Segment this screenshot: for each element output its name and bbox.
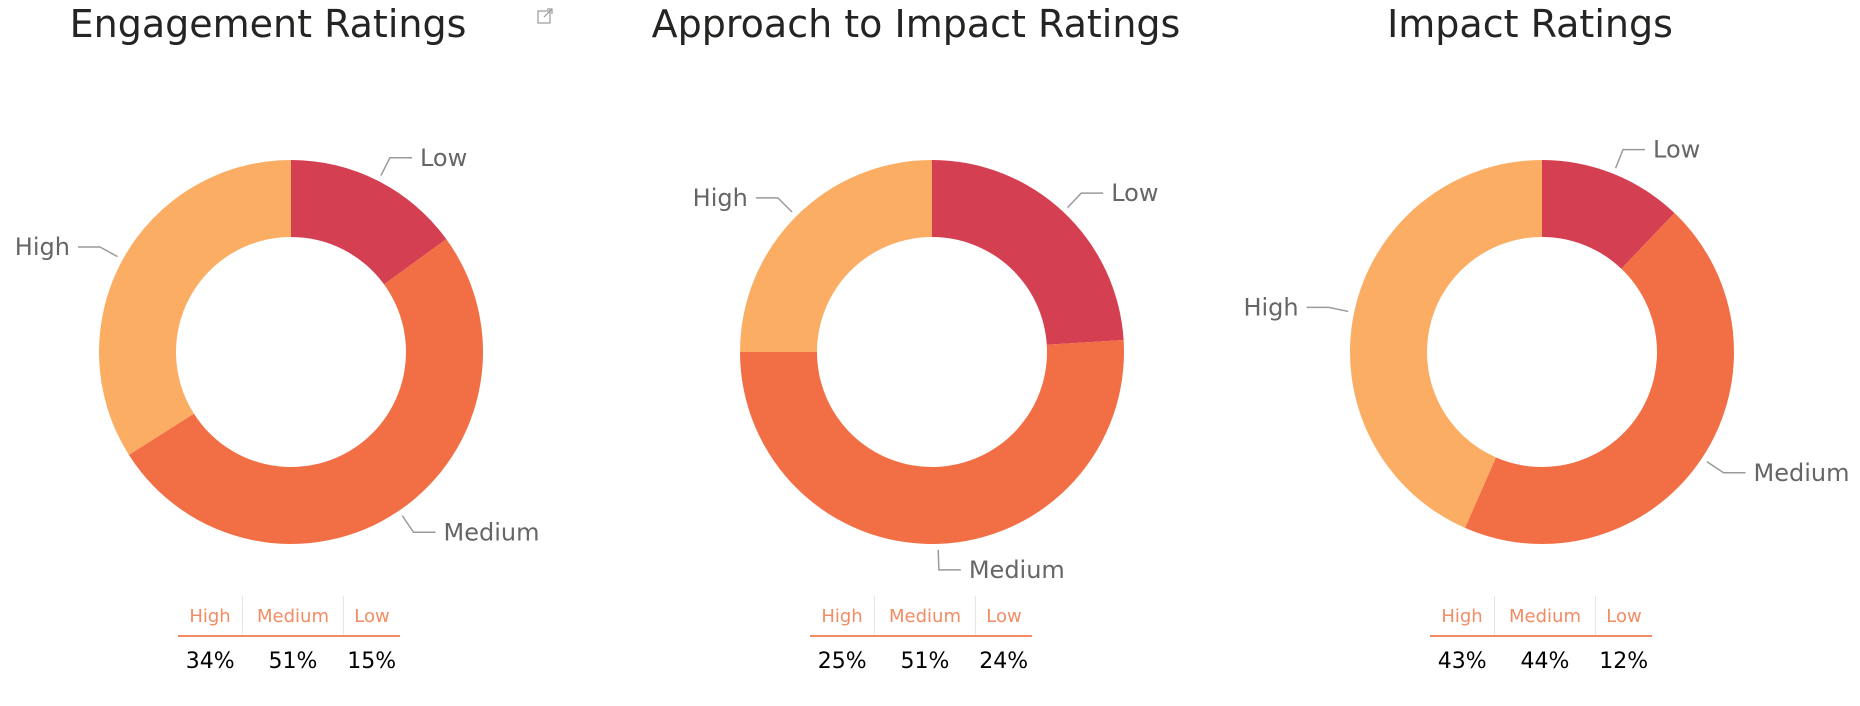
chart-panel-approach: Approach to Impact Ratings Low Medium High… (620, 0, 1220, 706)
slice-label-high: High (1243, 293, 1298, 321)
slice-label-low: Low (1111, 179, 1158, 207)
slice-high[interactable] (99, 160, 292, 455)
chart-panel-impact: Impact Ratings Low Medium High High Medium… (1240, 0, 1860, 706)
leader-line-medium (937, 549, 961, 571)
leader-line-high (755, 197, 793, 213)
slice-low[interactable] (1542, 160, 1675, 269)
slice-medium[interactable] (128, 239, 483, 544)
summary-table: High Medium Low 34% 51% 15% (178, 596, 400, 674)
table-header-high: High (810, 596, 875, 637)
slice-low[interactable] (291, 160, 447, 285)
table-value-medium: 44% (1520, 649, 1570, 674)
slice-label-medium: Medium (1754, 459, 1850, 487)
summary-table: High Medium Low 25% 51% 24% (810, 596, 1032, 674)
table-value-low: 12% (1599, 649, 1649, 674)
slice-label-medium: Medium (969, 556, 1065, 584)
table-header-medium: Medium (874, 596, 976, 637)
leader-line-low (380, 157, 412, 176)
slice-medium[interactable] (740, 339, 1124, 544)
leader-line-high (1306, 306, 1349, 313)
slice-label-high: High (693, 184, 748, 212)
donut-chart: Low Medium High (1243, 136, 1850, 545)
table-header-medium: Medium (242, 596, 344, 637)
table-value-high: 25% (817, 649, 867, 674)
leader-line-low (1614, 148, 1646, 169)
table-header-low: Low (343, 596, 400, 637)
table-value-low: 15% (347, 649, 397, 674)
chart-title: Approach to Impact Ratings (651, 2, 1181, 46)
table-header-high: High (178, 596, 243, 637)
table-value-medium: 51% (900, 649, 950, 674)
slice-label-high: High (15, 233, 70, 261)
leader-line-medium (401, 515, 436, 534)
donut-chart: Low Medium High (693, 160, 1158, 584)
table-value-high: 43% (1437, 649, 1487, 674)
leader-line-low (1066, 192, 1104, 209)
table-value-high: 34% (185, 649, 235, 674)
leader-line-high (77, 246, 118, 258)
table-header-low: Low (975, 596, 1032, 637)
chart-title: Engagement Ratings (69, 2, 467, 46)
summary-table: High Medium Low 43% 44% 12% (1430, 596, 1652, 674)
table-value-low: 24% (979, 649, 1029, 674)
chart-panel-engagement: Engagement Ratings Low Medium High High Me… (0, 0, 560, 706)
table-value-medium: 51% (268, 649, 318, 674)
slice-low[interactable] (932, 160, 1124, 345)
slice-label-low: Low (1653, 136, 1700, 164)
table-header-low: Low (1595, 596, 1652, 637)
chart-title: Impact Ratings (1387, 2, 1673, 46)
slice-label-low: Low (420, 144, 467, 172)
leader-line-medium (1706, 461, 1746, 474)
table-header-high: High (1430, 596, 1495, 637)
donut-chart: Low Medium High (15, 144, 540, 547)
slice-high[interactable] (1349, 160, 1542, 528)
slice-medium[interactable] (1465, 213, 1734, 545)
slice-high[interactable] (740, 160, 932, 352)
slice-label-medium: Medium (444, 518, 540, 546)
table-header-medium: Medium (1494, 596, 1596, 637)
focus-mode-icon[interactable] (537, 8, 553, 24)
